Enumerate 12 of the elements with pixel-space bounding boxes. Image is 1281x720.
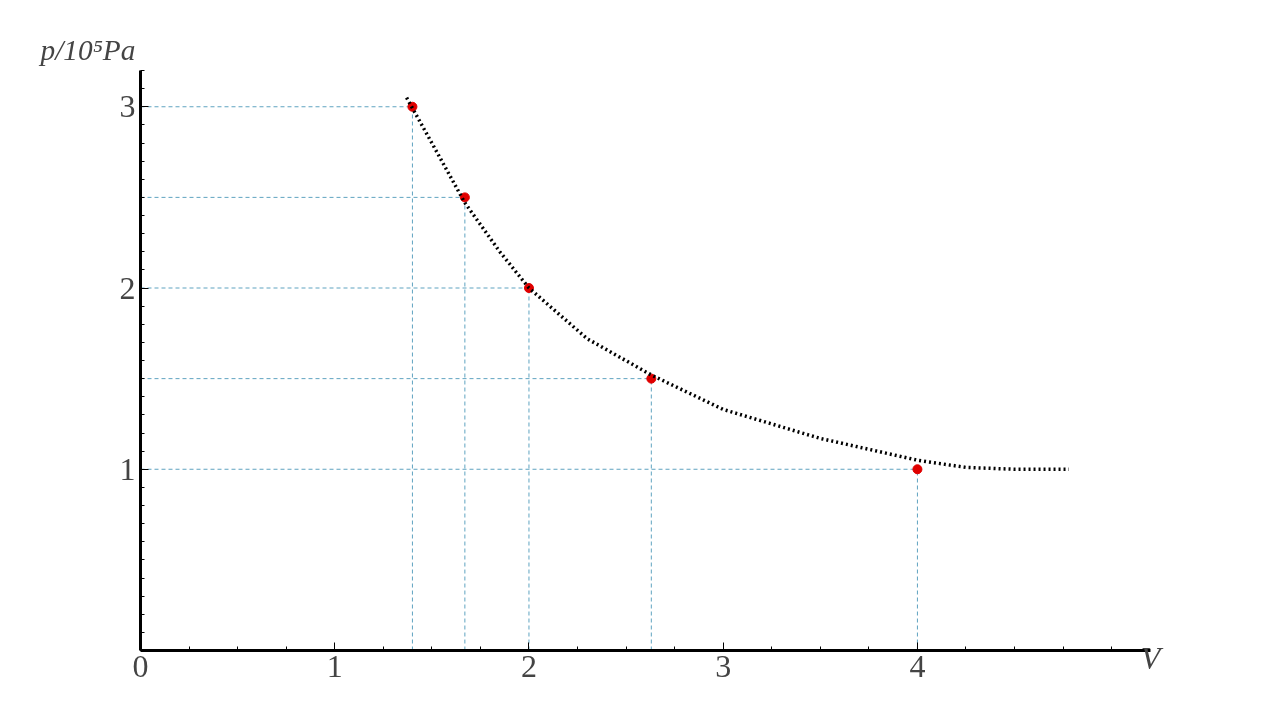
y-axis-title: p/10⁵Pa [38,33,136,66]
y-tick-label: 2 [119,269,136,306]
x-tick-label: 0 [132,647,149,684]
x-axis-title: V [1140,639,1164,676]
y-tick-label: 1 [119,450,136,487]
x-tick-label: 2 [520,647,537,684]
point [459,192,470,203]
x-tick-label: 1 [326,647,343,684]
y-tick-label: 3 [119,88,136,125]
x-tick-label: 4 [909,647,926,684]
x-tick-label: 3 [715,647,732,684]
point [912,464,923,475]
